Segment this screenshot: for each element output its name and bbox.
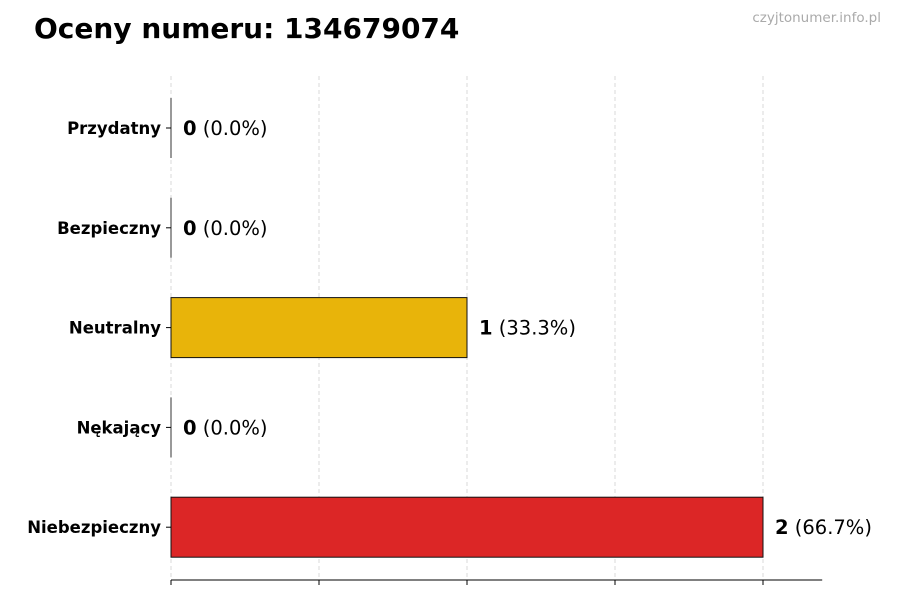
value-count: 0: [183, 117, 197, 140]
bar: [170, 496, 764, 558]
category-label: Nękający: [77, 418, 162, 437]
watermark: czyjtonumer.info.pl: [752, 10, 881, 26]
value-count: 2: [775, 516, 789, 539]
data-label: 2 (66.7%): [775, 516, 872, 539]
bar: [170, 297, 468, 359]
value-percent: (0.0%): [197, 117, 268, 140]
value-percent: (66.7%): [789, 516, 872, 539]
value-percent: (0.0%): [197, 416, 268, 439]
value-count: 0: [183, 416, 197, 439]
value-count: 1: [479, 317, 493, 340]
value-percent: (0.0%): [197, 217, 268, 240]
data-label: 0 (0.0%): [183, 416, 268, 439]
category-label: Przydatny: [67, 119, 161, 138]
value-count: 0: [183, 217, 197, 240]
category-label: Bezpieczny: [57, 219, 161, 238]
value-percent: (33.3%): [493, 317, 576, 340]
data-label: 0 (0.0%): [183, 117, 268, 140]
data-label: 1 (33.3%): [479, 317, 576, 340]
category-label: Niebezpieczny: [27, 518, 161, 537]
data-label: 0 (0.0%): [183, 217, 268, 240]
chart-title: Oceny numeru: 134679074: [34, 12, 460, 45]
category-label: Neutralny: [69, 319, 161, 338]
